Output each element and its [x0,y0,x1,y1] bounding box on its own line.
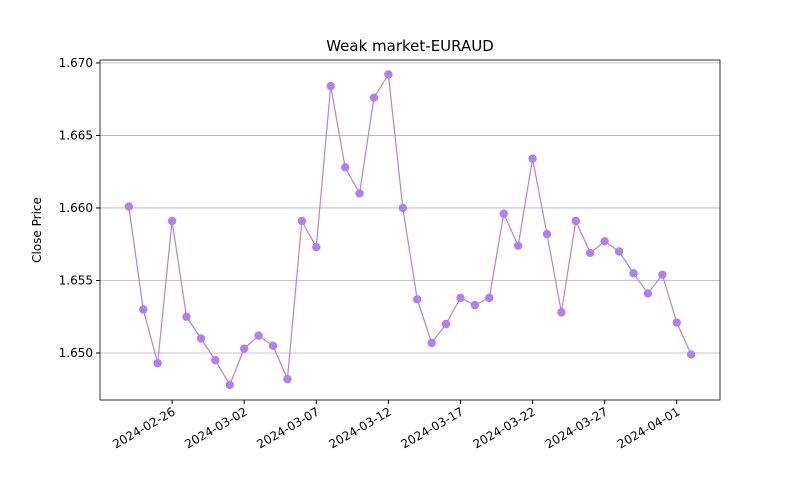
y-tick-label: 1.655 [59,273,93,287]
point [398,203,407,213]
point [124,202,134,211]
point [182,312,191,321]
point [586,248,595,258]
chart-title: Weak market-EURAUD [326,37,494,55]
point [355,189,364,198]
point [456,293,465,303]
point [254,331,263,340]
point [643,289,653,298]
point [340,163,350,172]
point [470,300,480,310]
point [629,269,638,278]
point [139,305,148,314]
x-tick-label: 2024-03-07 [254,404,321,451]
y-tick-label: 1.660 [59,201,93,215]
x-tick-label: 2024-03-22 [471,404,538,451]
x-tick-label: 2024-02-26 [110,404,177,451]
x-tick-label: 2024-04-01 [615,404,682,451]
y-axis-label: Close Price [30,197,44,263]
point [239,344,249,353]
point [485,293,494,303]
y-tick-label: 1.670 [59,56,93,70]
point [196,334,206,343]
y-tick-label: 1.665 [59,128,93,142]
point [672,318,681,327]
point [600,237,609,246]
point [557,308,566,317]
point [413,295,422,304]
point [499,209,508,218]
point [369,93,379,102]
point [312,242,321,252]
point [571,216,581,226]
point [225,380,234,390]
line [128,72,692,387]
y-tick-label: 1.650 [59,346,93,360]
point [513,241,523,250]
point [542,229,552,239]
x-tick-label: 2024-03-27 [543,404,610,451]
point [211,356,220,365]
point [658,270,667,279]
point [268,341,278,350]
x-tick-label: 2024-03-17 [399,404,466,451]
point [528,154,537,163]
point [384,70,393,79]
point [686,350,696,359]
point [167,216,177,226]
point [427,338,436,348]
x-tick-label: 2024-03-12 [326,404,393,451]
plot-frame [99,59,721,401]
point [441,319,451,329]
point [297,216,307,226]
point [326,81,335,91]
point [283,374,292,384]
x-tick-label: 2024-03-02 [182,404,249,451]
point [614,247,624,256]
point [153,358,162,368]
